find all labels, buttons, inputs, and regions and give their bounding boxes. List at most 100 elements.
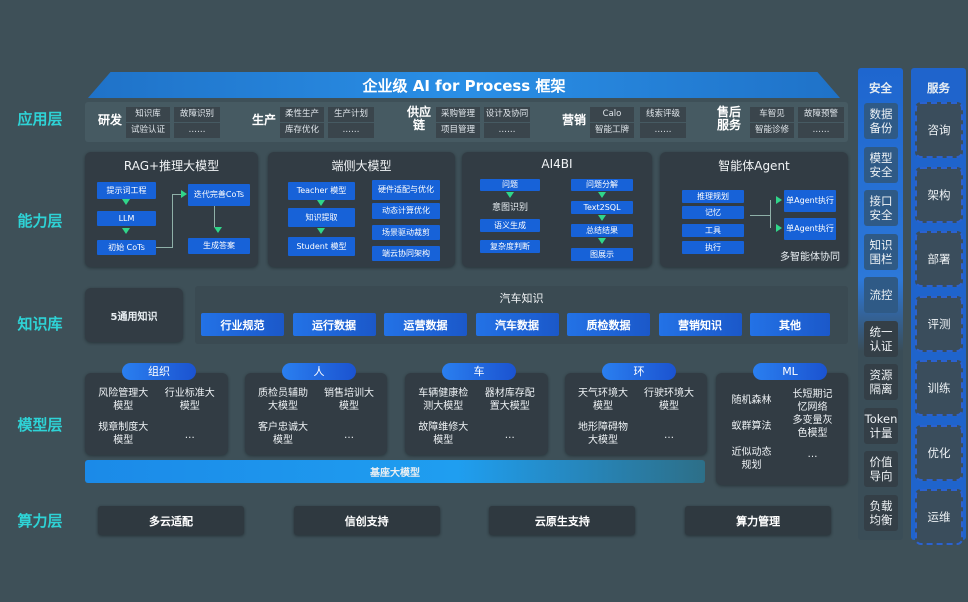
base-model-label: 基座大模型 <box>370 468 420 479</box>
model-item[interactable]: 风险管理大模型 <box>98 388 149 412</box>
security-item[interactable]: 价值导向 <box>864 451 898 487</box>
service-item[interactable]: 部署 <box>915 231 963 287</box>
capability-box[interactable]: LLM <box>97 211 156 226</box>
app-item[interactable]: 设计及协同 <box>484 107 530 122</box>
model-item[interactable]: 器材库存配置大模型 <box>484 388 535 412</box>
capability-box[interactable]: 场景驱动裁剪 <box>372 225 440 240</box>
knowledge-item[interactable]: 运行数据 <box>292 313 376 336</box>
security-item[interactable]: 数据备份 <box>864 103 898 139</box>
model-item[interactable]: 故障维修大模型 <box>418 422 469 446</box>
model-item[interactable]: … <box>807 449 818 460</box>
capability-box[interactable]: 硬件适配与优化 <box>372 180 440 200</box>
capability-box[interactable]: 动态计算优化 <box>372 203 440 219</box>
app-item[interactable]: …… <box>798 123 844 138</box>
app-item[interactable]: Calo <box>590 107 634 122</box>
knowledge-item[interactable]: 运营数据 <box>384 313 467 336</box>
model-item[interactable]: 行驶环境大模型 <box>644 388 694 412</box>
model-item[interactable]: 客户忠诚大模型 <box>258 422 308 446</box>
capability-box[interactable]: Text2SQL <box>571 201 633 214</box>
compute-item[interactable]: 多云适配 <box>98 506 244 535</box>
app-item[interactable]: …… <box>328 123 374 138</box>
model-item[interactable]: 车辆健康检测大模型 <box>418 388 469 412</box>
app-item[interactable]: 柔性生产 <box>280 107 324 122</box>
compute-item[interactable]: 算力管理 <box>685 506 832 535</box>
model-item[interactable]: 天气环境大模型 <box>578 388 628 412</box>
service-item[interactable]: 咨询 <box>915 102 963 158</box>
capability-box[interactable]: 端云协同架构 <box>372 246 440 261</box>
security-item[interactable]: 模型安全 <box>864 146 898 183</box>
capability-box[interactable]: Student 模型 <box>288 237 355 256</box>
connector-line <box>750 215 770 216</box>
capability-box[interactable]: 执行 <box>682 241 744 254</box>
app-item[interactable]: 智能诊修 <box>750 123 794 138</box>
compute-item[interactable]: 云原生支持 <box>489 506 636 535</box>
capability-box[interactable]: 问题分解 <box>571 179 633 191</box>
model-item[interactable]: 多变量灰色模型 <box>792 415 833 439</box>
capability-box[interactable]: 复杂度判断 <box>480 240 540 253</box>
capability-box[interactable]: 图展示 <box>571 248 633 261</box>
app-item[interactable]: 库存优化 <box>280 123 324 138</box>
knowledge-item[interactable]: 营销知识 <box>658 313 742 336</box>
capability-box[interactable]: 初始 CoTs <box>97 240 156 255</box>
knowledge-item[interactable]: 其他 <box>750 313 830 336</box>
model-item[interactable]: 销售培训大模型 <box>324 388 374 412</box>
model-item[interactable]: … <box>344 430 354 441</box>
capability-box[interactable]: 总结结果 <box>571 224 633 237</box>
service-item[interactable]: 训练 <box>915 360 963 416</box>
security-item[interactable]: 资源隔离 <box>864 364 898 400</box>
capability-box[interactable]: 问题 <box>480 179 540 191</box>
service-item[interactable]: 评测 <box>915 295 963 352</box>
model-item[interactable]: 长短期记忆网络 <box>792 389 833 413</box>
app-item[interactable]: …… <box>640 123 686 138</box>
capability-box[interactable]: 提示词工程 <box>97 182 156 199</box>
app-item[interactable]: 生产计划 <box>328 107 374 122</box>
model-item[interactable]: 质检员辅助大模型 <box>258 388 308 412</box>
capability-box[interactable]: 工具 <box>682 224 744 237</box>
capability-box[interactable]: 单Agent执行 <box>784 190 836 212</box>
app-item[interactable]: 试验认证 <box>126 123 170 138</box>
app-item[interactable]: 线索评级 <box>640 107 686 122</box>
layer-label-capability: 能力层 <box>17 212 63 230</box>
model-item[interactable]: 蚁群算法 <box>731 421 772 432</box>
capability-box[interactable]: 迭代完善CoTs <box>188 184 250 206</box>
model-item[interactable]: … <box>504 430 515 441</box>
app-item[interactable]: 采购管理 <box>436 107 480 122</box>
capability-box[interactable]: 记忆 <box>682 206 744 219</box>
model-item[interactable]: … <box>184 430 195 441</box>
app-item[interactable]: 故障识别 <box>174 107 220 122</box>
app-category: 研发 <box>97 113 122 127</box>
model-item[interactable]: 规章制度大模型 <box>98 422 149 446</box>
security-item[interactable]: 统一认证 <box>864 320 898 357</box>
compute-item[interactable]: 信创支持 <box>293 506 440 535</box>
knowledge-item[interactable]: 汽车数据 <box>475 313 559 336</box>
app-item[interactable]: 故障预警 <box>798 107 844 122</box>
security-item[interactable]: Token计量 <box>864 407 898 444</box>
capability-box[interactable]: 语义生成 <box>480 219 540 232</box>
service-item[interactable]: 优化 <box>915 424 963 481</box>
capability-box[interactable]: 知识提取 <box>288 208 355 227</box>
knowledge-item[interactable]: 质检数据 <box>567 313 650 336</box>
model-item[interactable]: 行业标准大模型 <box>164 388 215 412</box>
arrow-down-icon <box>122 199 130 205</box>
app-item[interactable]: 项目管理 <box>436 123 480 138</box>
knowledge-item[interactable]: 行业规范 <box>201 313 284 336</box>
app-item[interactable]: …… <box>484 123 530 138</box>
service-item[interactable]: 运维 <box>915 489 963 545</box>
capability-box[interactable]: 单Agent执行 <box>784 218 836 240</box>
model-item[interactable]: … <box>664 430 674 441</box>
model-item[interactable]: 近似动态规划 <box>731 447 772 471</box>
security-item[interactable]: 知识围栏 <box>864 233 898 270</box>
app-item[interactable]: 智能工牌 <box>590 123 634 138</box>
app-item[interactable]: 车智见 <box>750 107 794 122</box>
app-item[interactable]: 知识库 <box>126 107 170 122</box>
model-item[interactable]: 随机森林 <box>731 395 772 406</box>
model-item[interactable]: 地形障碍物大模型 <box>578 422 628 446</box>
service-item[interactable]: 架构 <box>915 166 963 223</box>
security-item[interactable]: 接口安全 <box>864 190 898 226</box>
capability-box[interactable]: Teacher 模型 <box>288 182 355 200</box>
security-item[interactable]: 流控 <box>864 277 898 313</box>
capability-box[interactable]: 生成答案 <box>188 238 250 254</box>
security-item[interactable]: 负载均衡 <box>864 494 898 531</box>
capability-box[interactable]: 推理规划 <box>682 190 744 203</box>
app-item[interactable]: …… <box>174 123 220 138</box>
